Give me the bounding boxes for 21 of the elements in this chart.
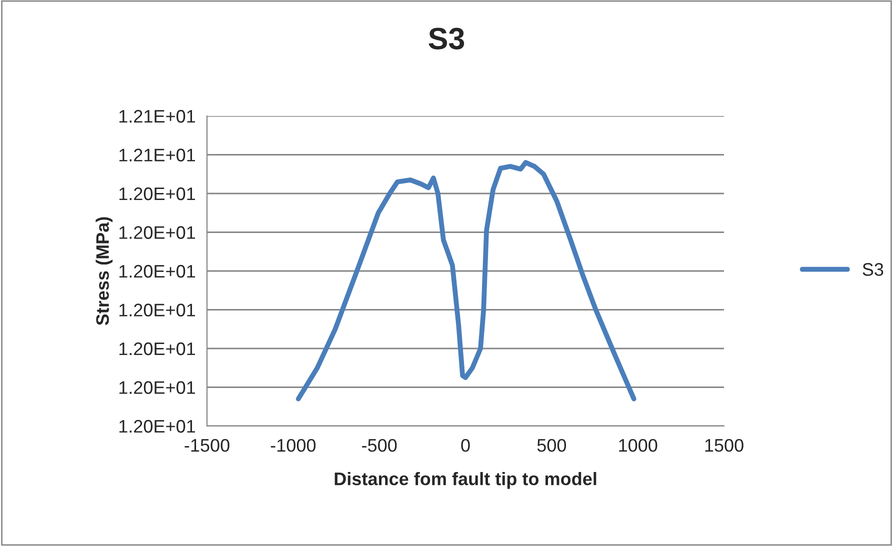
x-tick-label: 0 [461, 438, 470, 452]
x-tick-label: 1500 [705, 438, 744, 452]
x-tick-label: 500 [537, 438, 566, 452]
x-tick-label: -1500 [184, 438, 230, 452]
y-axis-title: Stress (MPa) [96, 217, 113, 326]
y-tick-label: 1.20E+01 [119, 381, 196, 394]
chart-title: S3 [428, 28, 464, 50]
x-tick-label: 1000 [619, 438, 658, 452]
y-tick-label: 1.20E+01 [119, 187, 196, 200]
x-tick-label: -500 [362, 438, 397, 452]
legend-label: S3 [862, 263, 884, 276]
y-tick-label: 1.20E+01 [119, 342, 196, 356]
x-axis-title: Distance fom fault tip to model [334, 472, 596, 489]
x-tick-label: -1000 [270, 438, 316, 452]
y-tick-label: 1.20E+01 [119, 420, 196, 433]
y-tick-label: 1.21E+01 [119, 110, 196, 123]
y-tick-label: 1.20E+01 [119, 226, 196, 239]
y-tick-label: 1.20E+01 [119, 264, 196, 278]
y-tick-label: 1.21E+01 [119, 148, 196, 162]
line-series [296, 160, 636, 402]
y-tick-label: 1.20E+01 [119, 304, 196, 316]
